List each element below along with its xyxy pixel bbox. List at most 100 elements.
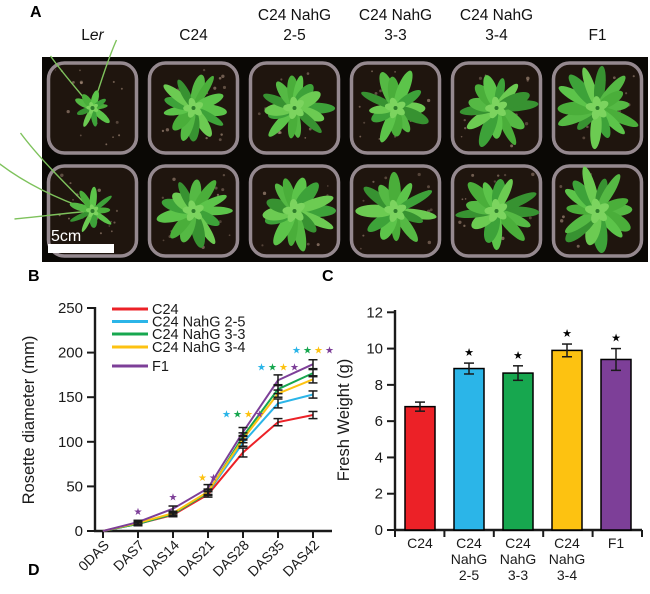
error-bar <box>133 519 143 525</box>
bar-C24 <box>404 405 436 531</box>
bar-C24 NahG 3-3 <box>502 372 534 531</box>
error-bar <box>203 483 213 493</box>
plants-photo-svg: 5cm <box>0 39 648 262</box>
leaf <box>597 174 621 211</box>
leaf <box>394 183 413 211</box>
significance-star: ★ <box>314 345 323 356</box>
plant-rosette <box>75 90 110 127</box>
soil-speckle <box>362 234 365 237</box>
soil-speckle <box>105 143 108 146</box>
rosette-center <box>90 209 95 213</box>
soil-speckle <box>161 129 165 133</box>
leaf <box>564 210 598 234</box>
soil-speckle <box>362 199 365 202</box>
soil-speckle <box>221 188 225 192</box>
soil-speckle <box>417 172 421 177</box>
soil-speckle <box>471 173 475 177</box>
soil-speckle <box>359 135 362 138</box>
soil-speckle <box>374 91 378 95</box>
x-tick-label: DAS21 <box>174 537 217 580</box>
x-tick-label: DAS14 <box>139 537 182 580</box>
soil-speckle <box>165 128 170 132</box>
column-label: F1 <box>588 27 607 44</box>
plant-rosette <box>163 74 227 142</box>
soil-speckle <box>528 216 532 220</box>
error-bar <box>308 358 318 370</box>
soil-speckle <box>202 68 206 72</box>
soil-speckle <box>559 185 563 188</box>
y-tick-label: 8 <box>375 377 383 394</box>
soil-speckle <box>394 70 397 73</box>
panel-b-label: B <box>28 268 40 285</box>
soil-speckle <box>559 219 564 223</box>
plant-rosette <box>557 65 639 150</box>
soil-speckle <box>429 208 433 212</box>
x-tick-label: DAS42 <box>279 537 322 580</box>
leaf <box>598 107 639 128</box>
soil-speckle <box>562 215 565 219</box>
panel-a-label: A <box>30 4 42 21</box>
soil-speckle <box>612 76 616 80</box>
error-bar <box>308 375 318 384</box>
soil-speckle <box>108 225 111 227</box>
column-label: C24 <box>179 27 208 44</box>
soil-speckle <box>97 188 101 192</box>
soil-speckle <box>115 120 119 124</box>
y-tick-label: 100 <box>58 434 83 451</box>
soil-speckle <box>372 180 375 183</box>
soil-speckle <box>113 221 116 224</box>
significance-star: ★ <box>134 507 143 518</box>
soil-speckle <box>464 127 467 130</box>
x-category-label: C24 <box>407 535 433 551</box>
soil-speckle <box>358 105 361 108</box>
leaf <box>295 195 334 213</box>
scale-bar <box>48 244 114 253</box>
y-tick-label: 200 <box>58 345 83 362</box>
plants-photo: 5cm <box>0 39 648 262</box>
legend-label: C24 NahG 2-5 <box>152 315 246 331</box>
soil-speckle <box>112 136 114 139</box>
y-tick-label: 10 <box>366 341 383 358</box>
x-category-label: 3-3 <box>508 567 528 583</box>
leaf <box>294 106 325 122</box>
significance-star: ★ <box>290 362 299 373</box>
column-label: 3-3 <box>384 27 407 44</box>
bar-C24 NahG 3-4 <box>551 349 583 531</box>
soil-speckle <box>384 176 388 180</box>
error-bar <box>273 374 283 387</box>
soil-speckle <box>222 85 227 89</box>
soil-speckle <box>458 220 462 224</box>
soil-speckle <box>501 236 505 241</box>
y-axis-title: Rosette diameter (mm) <box>20 336 38 505</box>
error-bar <box>238 447 248 458</box>
x-category-label: 2-5 <box>459 567 479 583</box>
x-tick-label: DAS35 <box>244 537 287 580</box>
soil-speckle <box>162 239 165 242</box>
soil-speckle <box>68 217 70 220</box>
error-bar <box>168 505 178 513</box>
soil-speckle <box>216 193 220 197</box>
x-category-label: 3-4 <box>557 567 577 583</box>
y-axis-title: Fresh Weight (g) <box>335 359 353 482</box>
soil-speckle <box>112 80 115 83</box>
significance-star: ★ <box>244 410 253 421</box>
plant-rosette <box>156 179 233 248</box>
leaf <box>193 180 217 211</box>
error-bar <box>562 343 572 358</box>
significance-star: ★ <box>464 347 474 359</box>
leaf <box>466 107 497 130</box>
significance-star: ★ <box>169 493 178 504</box>
soil-speckle <box>221 74 225 78</box>
legend-label: F1 <box>152 359 169 375</box>
plant-rosette <box>262 177 337 252</box>
significance-star: ★ <box>257 362 266 373</box>
significance-star: ★ <box>268 362 277 373</box>
leaf <box>163 84 194 109</box>
x-category-label: C24 <box>456 535 482 551</box>
soil-speckle <box>161 196 164 199</box>
soil-speckle <box>218 138 222 142</box>
soil-speckle <box>79 80 84 84</box>
error-bar <box>273 398 283 409</box>
